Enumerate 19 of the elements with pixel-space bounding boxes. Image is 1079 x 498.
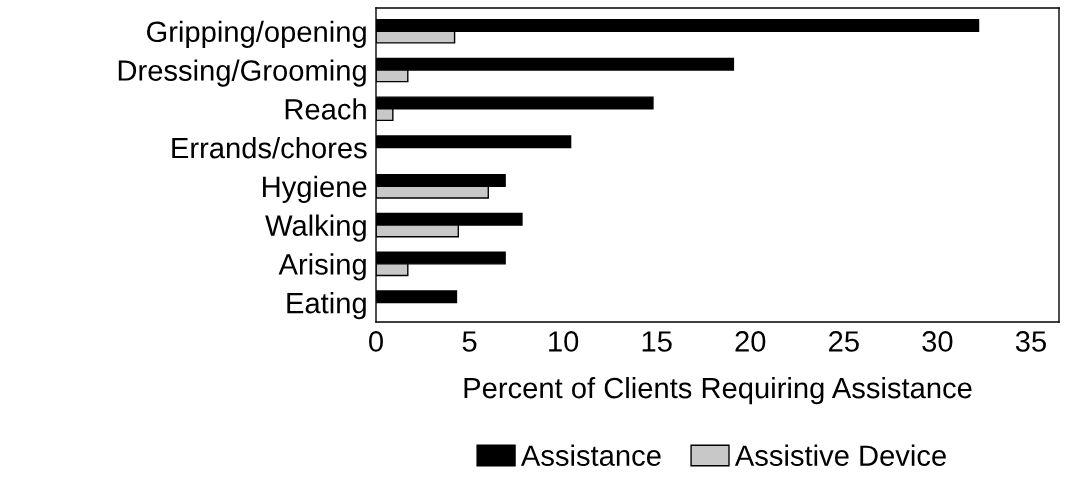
y-tick-label: Gripping/opening (147, 20, 366, 48)
x-tick-label: 5 (462, 331, 477, 352)
x-tick-label: 10 (549, 331, 579, 352)
x-tick-label: 35 (1015, 331, 1046, 352)
legend-label: Assistance (520, 444, 661, 466)
x-tick-label: 0 (369, 331, 383, 352)
legend-label: Assistive Device (734, 444, 946, 466)
y-tick-label: Errands/chores (172, 136, 367, 159)
y-tick-label: Eating (287, 292, 366, 320)
x-tick-label: 25 (829, 331, 859, 352)
y-tick-label: Reach (285, 98, 366, 120)
x-tick-label: 15 (642, 331, 672, 352)
y-tick-label: Arising (278, 253, 366, 281)
x-tick-label: 30 (922, 331, 953, 352)
x-axis-title: Percent of Clients Requiring Assistance (464, 376, 972, 405)
y-tick-label: Walking (265, 214, 366, 242)
y-tick-label: Dressing/Grooming (118, 59, 366, 87)
y-tick-label: Hygiene (263, 175, 367, 203)
x-tick-label: 20 (735, 331, 766, 352)
